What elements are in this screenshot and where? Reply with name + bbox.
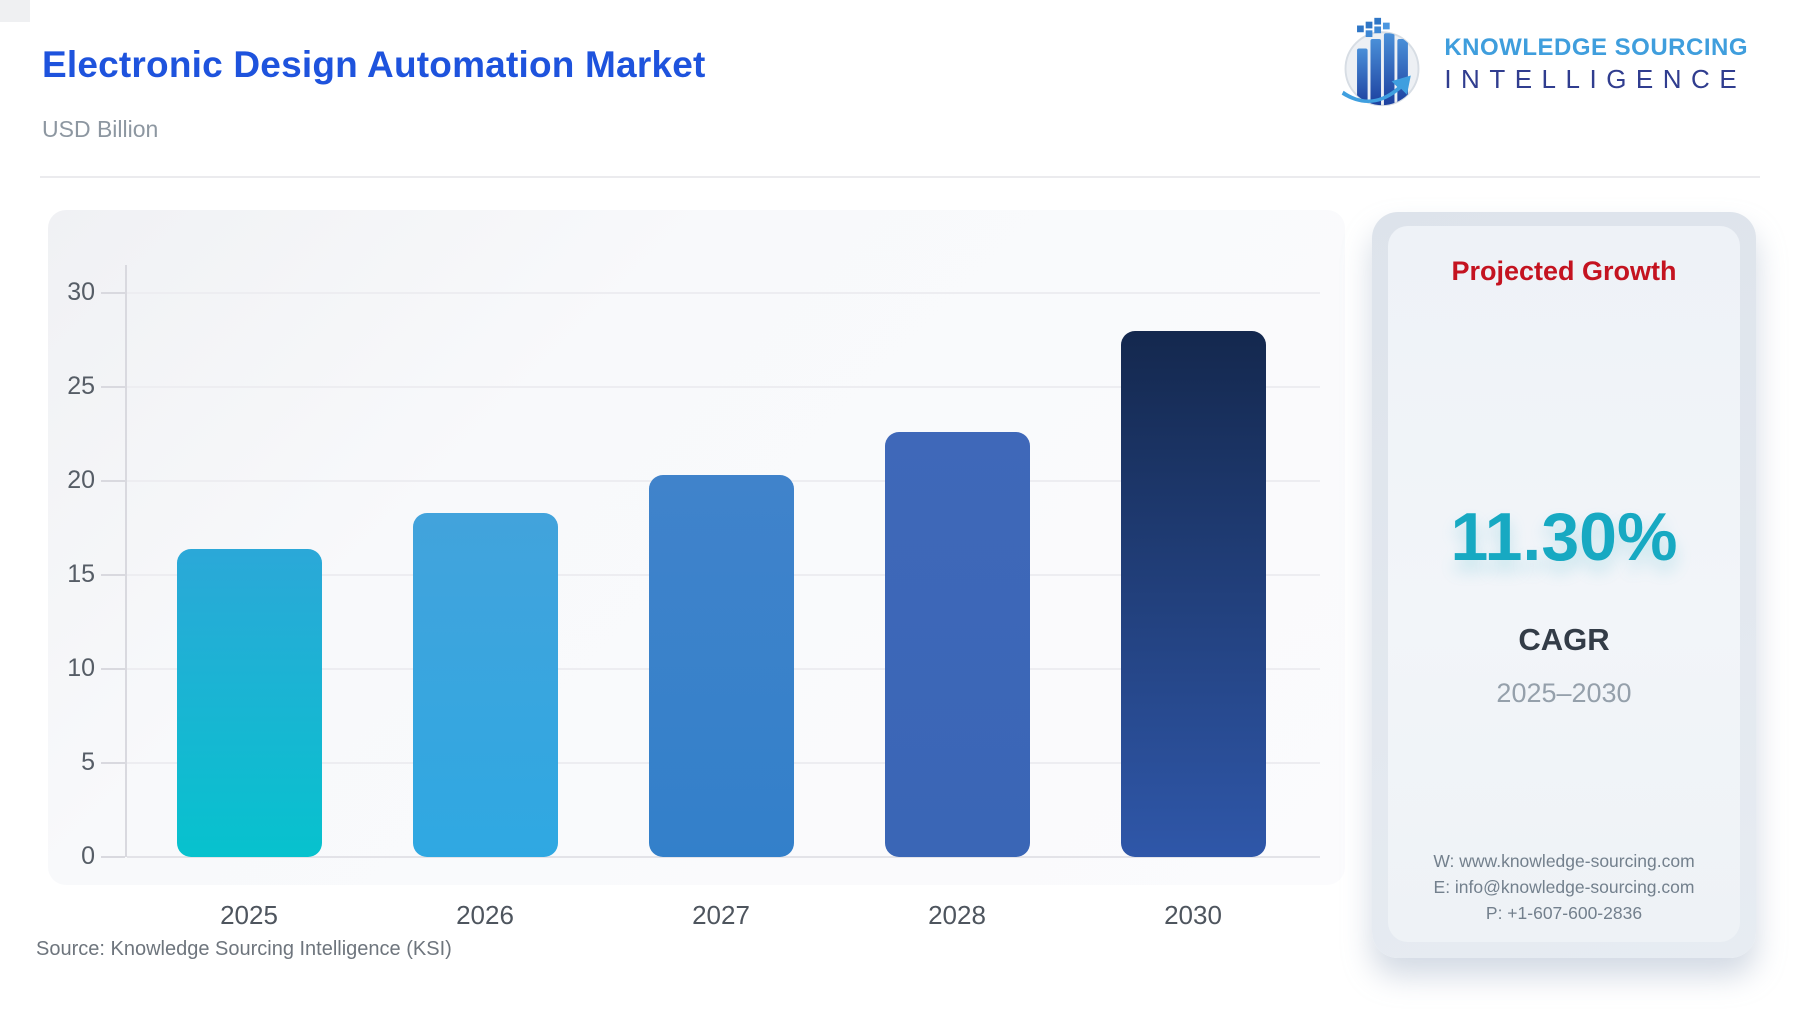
bar-2028[interactable] [884, 432, 1030, 857]
x-axis-label-2026: 2026 [456, 900, 514, 930]
x-axis-label-2028: 2028 [928, 900, 986, 930]
y-axis-tick [101, 668, 125, 670]
y-axis-label-20: 20 [67, 466, 95, 494]
y-axis-label-15: 15 [67, 560, 95, 588]
y-axis-label-10: 10 [67, 654, 95, 682]
y-axis-tick [101, 386, 125, 388]
cagr-value: 11.30% [1450, 499, 1678, 575]
y-axis-label-0: 0 [81, 842, 95, 870]
page-title: Electronic Design Automation Market [42, 44, 706, 85]
x-axis-label-2027: 2027 [692, 900, 750, 930]
bar-chart: 0 5 10 15 20 25 30 2025 2026 2027 2028 2030 [48, 210, 1345, 955]
gridline-0 [127, 856, 1320, 858]
y-axis-label-30: 30 [67, 278, 95, 306]
bar-2025[interactable] [176, 548, 322, 857]
y-axis-tick [101, 292, 125, 294]
logo-name-line1: KNOWLEDGE SOURCING [1444, 34, 1748, 62]
growth-panel-title: Projected Growth [1451, 256, 1677, 286]
gridline-25 [127, 386, 1320, 388]
cagr-label: CAGR [1518, 622, 1610, 657]
source-note: Source: Knowledge Sourcing Intelligence … [36, 938, 452, 960]
contact-phone: P: +1-607-600-2836 [1485, 903, 1643, 923]
bar-2027[interactable] [648, 475, 794, 857]
screen-corner-artifact [0, 0, 30, 22]
bar-2026[interactable] [412, 512, 558, 857]
logo-name-line2: INTELLIGENCE [1444, 63, 1747, 94]
y-axis-label-5: 5 [81, 748, 95, 776]
y-axis-label-25: 25 [67, 372, 95, 400]
x-axis-label-2030: 2030 [1164, 900, 1222, 930]
contact-website: W: www.knowledge-sourcing.com [1433, 851, 1695, 871]
bar-2030[interactable] [1120, 330, 1266, 857]
y-axis-line [125, 265, 127, 857]
y-axis-tick [101, 574, 125, 576]
ksi-logo: KNOWLEDGE SOURCING INTELLIGENCE [1334, 14, 1748, 115]
x-axis-label-2025: 2025 [220, 900, 278, 930]
y-axis-tick [101, 856, 125, 858]
gridline-30 [127, 292, 1320, 294]
contact-block: W: www.knowledge-sourcing.com E: info@kn… [1388, 848, 1740, 926]
ksi-logo-icon [1334, 14, 1430, 115]
y-axis-tick [101, 762, 125, 764]
unit-label: USD Billion [42, 116, 159, 142]
forecast-period: 2025–2030 [1496, 678, 1632, 708]
plot-area: 0 5 10 15 20 25 30 [67, 265, 1320, 870]
y-axis-tick [101, 480, 125, 482]
projected-growth-panel-inner: Projected Growth 11.30% CAGR 2025–2030 W… [1388, 226, 1740, 942]
contact-email: E: info@knowledge-sourcing.com [1433, 877, 1695, 897]
header-divider [40, 176, 1760, 178]
projected-growth-panel: Projected Growth 11.30% CAGR 2025–2030 W… [1372, 212, 1756, 958]
